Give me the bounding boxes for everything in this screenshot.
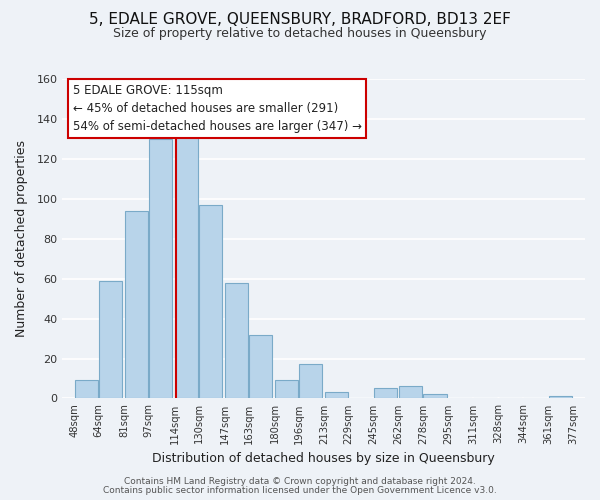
Text: 5, EDALE GROVE, QUEENSBURY, BRADFORD, BD13 2EF: 5, EDALE GROVE, QUEENSBURY, BRADFORD, BD… — [89, 12, 511, 28]
Text: Contains HM Land Registry data © Crown copyright and database right 2024.: Contains HM Land Registry data © Crown c… — [124, 477, 476, 486]
Text: Contains public sector information licensed under the Open Government Licence v3: Contains public sector information licen… — [103, 486, 497, 495]
Bar — [424, 394, 446, 398]
Bar — [374, 388, 397, 398]
Y-axis label: Number of detached properties: Number of detached properties — [15, 140, 28, 337]
Bar — [249, 334, 272, 398]
Bar — [549, 396, 572, 398]
Bar — [125, 211, 148, 398]
Bar — [275, 380, 298, 398]
Bar — [399, 386, 422, 398]
Bar — [75, 380, 98, 398]
Bar — [99, 280, 122, 398]
Bar — [175, 133, 198, 398]
Text: 5 EDALE GROVE: 115sqm
← 45% of detached houses are smaller (291)
54% of semi-det: 5 EDALE GROVE: 115sqm ← 45% of detached … — [73, 84, 362, 133]
Bar — [325, 392, 348, 398]
Bar — [225, 282, 248, 399]
Text: Size of property relative to detached houses in Queensbury: Size of property relative to detached ho… — [113, 28, 487, 40]
Bar — [199, 205, 223, 398]
X-axis label: Distribution of detached houses by size in Queensbury: Distribution of detached houses by size … — [152, 452, 495, 465]
Bar — [149, 139, 172, 398]
Bar — [299, 364, 322, 398]
